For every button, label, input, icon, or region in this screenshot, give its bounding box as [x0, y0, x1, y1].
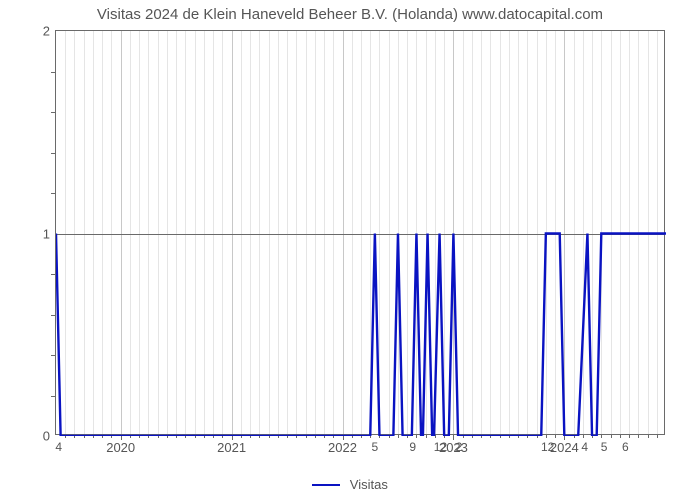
plot-area: 0122020202120222023202445912212456 — [55, 30, 665, 435]
data-point-label: 6 — [622, 440, 629, 454]
data-point-label: 5 — [601, 440, 608, 454]
data-point-label: 2 — [456, 440, 463, 454]
y-axis-tick-label: 0 — [43, 429, 56, 444]
chart-title: Visitas 2024 de Klein Haneveld Beheer B.… — [0, 6, 700, 23]
series-line — [56, 31, 666, 436]
data-point-label: 12 — [434, 440, 447, 454]
y-axis-tick-label: 2 — [43, 24, 56, 39]
data-point-label: 5 — [372, 440, 379, 454]
legend-line — [312, 484, 340, 486]
chart-container: { "chart": { "type": "line", "title": "V… — [0, 0, 700, 500]
legend: Visitas — [0, 476, 700, 492]
data-point-label: 9 — [409, 440, 416, 454]
data-point-label: 4 — [55, 440, 62, 454]
y-axis-tick-label: 1 — [43, 226, 56, 241]
legend-label: Visitas — [350, 477, 388, 492]
data-point-label: 4 — [581, 440, 588, 454]
data-point-label: 12 — [541, 440, 554, 454]
